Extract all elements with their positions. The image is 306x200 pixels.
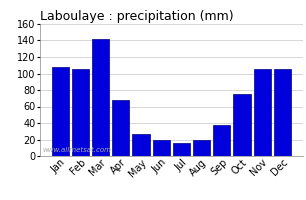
Bar xyxy=(274,69,291,156)
Bar xyxy=(132,134,150,156)
Bar xyxy=(173,143,190,156)
Bar xyxy=(92,39,109,156)
Bar xyxy=(233,94,251,156)
Bar xyxy=(213,125,230,156)
Bar xyxy=(254,69,271,156)
Text: www.allmetsat.com: www.allmetsat.com xyxy=(43,147,111,153)
Bar xyxy=(112,100,129,156)
Bar xyxy=(193,140,210,156)
Bar xyxy=(72,69,89,156)
Bar xyxy=(52,67,69,156)
Bar xyxy=(153,140,170,156)
Text: Laboulaye : precipitation (mm): Laboulaye : precipitation (mm) xyxy=(40,10,233,23)
